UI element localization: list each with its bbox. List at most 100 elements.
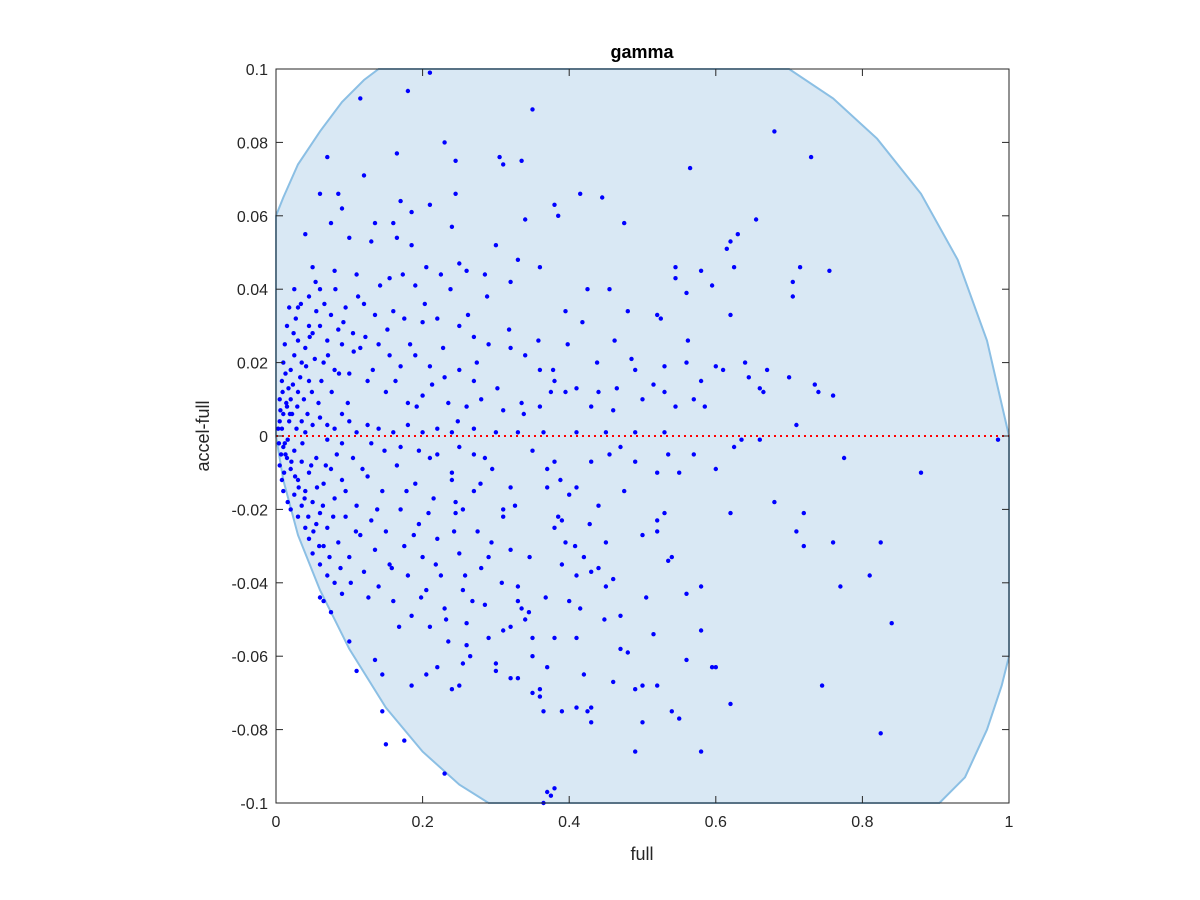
data-point <box>918 470 924 475</box>
data-point <box>303 232 308 237</box>
data-point <box>995 437 1001 442</box>
data-point <box>482 602 488 607</box>
data-point <box>284 323 290 329</box>
data-point <box>369 239 374 244</box>
data-point <box>317 191 323 196</box>
data-point <box>651 382 656 387</box>
data-point <box>354 668 359 674</box>
data-point <box>530 635 535 641</box>
y-tick-label: 0.04 <box>237 282 268 299</box>
data-point <box>398 364 403 369</box>
data-point <box>281 360 286 365</box>
data-point <box>343 514 348 519</box>
data-point <box>448 287 453 292</box>
data-point <box>276 441 282 446</box>
data-point <box>742 360 748 365</box>
data-point <box>490 466 495 472</box>
data-point <box>285 437 290 442</box>
data-point <box>464 404 469 409</box>
data-point <box>314 455 319 461</box>
data-point <box>559 562 565 567</box>
data-point <box>506 327 512 332</box>
data-point <box>306 514 311 519</box>
data-point <box>310 422 315 428</box>
data-point <box>475 529 480 534</box>
data-point <box>640 720 645 725</box>
data-point <box>309 389 315 395</box>
data-point <box>283 452 288 457</box>
data-point <box>420 393 425 398</box>
data-point <box>841 455 847 461</box>
data-point <box>830 393 836 398</box>
data-point <box>567 492 572 497</box>
data-point <box>519 400 524 406</box>
data-point <box>409 613 414 618</box>
data-point <box>669 554 674 560</box>
data-point <box>655 518 660 523</box>
data-point <box>387 276 392 281</box>
data-point <box>790 279 795 285</box>
data-point <box>433 562 438 567</box>
data-point <box>731 444 737 450</box>
data-point <box>508 345 513 351</box>
data-point <box>372 657 378 663</box>
data-point <box>537 265 543 270</box>
data-point <box>287 305 292 310</box>
data-point <box>442 771 447 776</box>
data-point <box>442 375 447 380</box>
data-point <box>442 140 447 145</box>
data-point <box>355 294 361 299</box>
data-point <box>375 507 380 512</box>
data-point <box>574 430 579 435</box>
data-point <box>303 364 309 369</box>
data-point <box>757 386 762 391</box>
data-point <box>565 342 570 347</box>
data-point <box>578 606 583 611</box>
data-point <box>398 198 403 204</box>
data-point <box>552 202 557 207</box>
data-point <box>603 540 609 545</box>
data-point <box>277 463 282 468</box>
data-point <box>607 287 612 292</box>
data-point <box>633 749 638 754</box>
data-point <box>556 213 561 218</box>
data-point <box>391 220 396 226</box>
data-point <box>526 610 532 615</box>
data-point <box>757 437 762 442</box>
data-point <box>580 320 585 325</box>
data-point <box>323 463 328 468</box>
data-point <box>574 573 579 578</box>
data-point <box>443 617 449 622</box>
data-point <box>325 573 330 578</box>
data-point <box>537 694 543 699</box>
data-point <box>457 444 462 450</box>
data-point <box>398 507 403 512</box>
data-point <box>501 628 506 633</box>
data-point <box>537 367 543 373</box>
data-point <box>298 301 304 307</box>
data-point <box>451 529 457 534</box>
data-point <box>292 492 297 497</box>
data-point <box>501 514 506 519</box>
data-point <box>673 265 678 270</box>
data-point <box>284 400 289 406</box>
data-point <box>622 488 627 494</box>
data-point <box>589 705 594 710</box>
data-point <box>283 371 288 376</box>
data-point <box>589 720 594 725</box>
data-point <box>479 565 484 571</box>
data-point <box>662 389 667 395</box>
data-point <box>527 554 532 560</box>
data-point <box>398 444 403 450</box>
data-point <box>305 411 310 417</box>
data-point <box>497 154 502 160</box>
data-point <box>471 334 477 340</box>
data-point <box>347 419 352 424</box>
data-point <box>687 165 693 171</box>
data-point <box>794 422 799 428</box>
data-point <box>404 488 409 494</box>
data-point <box>662 430 667 435</box>
data-point <box>306 378 312 384</box>
data-point <box>790 294 795 299</box>
data-point <box>801 543 806 549</box>
